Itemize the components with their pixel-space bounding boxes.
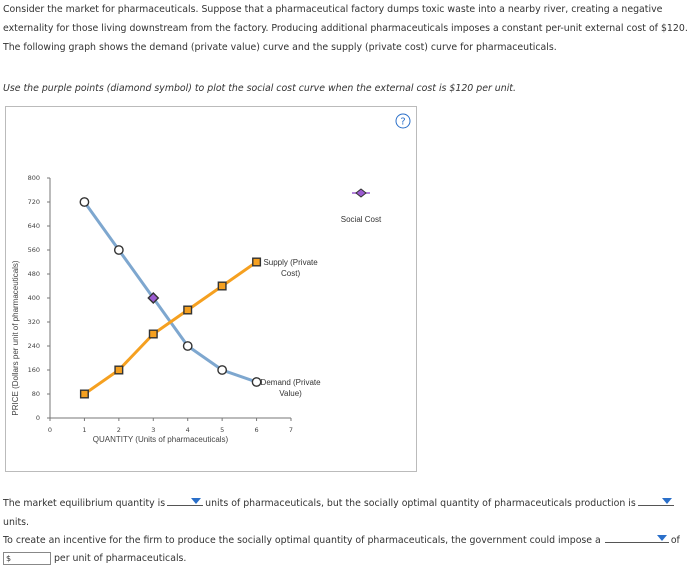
dropdown[interactable]: [604, 532, 669, 543]
series-label: Demand (Private Value): [260, 378, 321, 398]
point: [148, 329, 158, 339]
x-axis-label: QUANTITY (Units of pharmaceuticals): [93, 435, 229, 444]
y-tick-label: 0: [36, 414, 40, 422]
chart: ? 0 80 160 240 320 400 480 560 640 720 800 0 1 2 3 4 5 6 7…: [11, 113, 411, 444]
y-tick-label: 560: [28, 246, 40, 254]
chart-panel: ? 0 80 160 240 320 400 480 560 640 720 800 0 1 2 3 4 5 6 7…: [5, 106, 417, 472]
q1-text: The market equilibrium quantity is: [3, 498, 166, 509]
y-axis-label: PRICE (Dollars per unit of pharmaceutica…: [11, 260, 20, 416]
point: [251, 377, 262, 387]
x-tick-label: 0: [48, 426, 52, 434]
point: [147, 292, 160, 304]
point: [79, 197, 90, 207]
point: [252, 257, 262, 267]
intro: Consider the market for pharmaceuticals.…: [3, 4, 688, 53]
question-2: To create an incentive for the firm to p…: [3, 531, 680, 550]
question-2-cont: $ per unit of pharmaceuticals.: [3, 549, 186, 568]
series-line: [83, 260, 258, 396]
instruction: Use the purple points (diamond symbol) t…: [3, 83, 516, 94]
y-tick-label: 720: [28, 198, 40, 206]
y-tick-label: 160: [28, 366, 40, 374]
q2-text: per unit of pharmaceuticals.: [53, 553, 187, 564]
question-1: The market equilibrium quantity is units …: [3, 494, 694, 532]
help-icon[interactable]: [395, 113, 411, 129]
help-text[interactable]: ?: [400, 117, 405, 128]
legend-marker: [355, 188, 367, 198]
q2-text: To create an incentive for the firm to p…: [3, 535, 601, 546]
q1-text: units.: [3, 517, 30, 528]
x-tick-label: 7: [289, 426, 293, 434]
x-tick-label: 1: [82, 426, 86, 434]
series-label: Supply (Private Cost): [263, 258, 318, 278]
x-tick-label: 4: [186, 426, 190, 434]
series-label: Social Cost: [340, 215, 382, 224]
dropdown[interactable]: [637, 495, 674, 506]
point: [114, 365, 124, 375]
amount-input[interactable]: $: [3, 552, 51, 565]
y-tick-label: 400: [28, 294, 40, 302]
point: [217, 365, 228, 375]
currency: $: [6, 554, 12, 563]
point: [217, 281, 227, 291]
y-tick-label: 640: [28, 222, 40, 230]
y-tick-label: 80: [32, 390, 40, 398]
y-tick-label: 240: [28, 342, 40, 350]
y-tick-label: 800: [28, 174, 40, 182]
x-tick-label: 3: [151, 426, 155, 434]
dropdown[interactable]: [167, 495, 204, 506]
x-tick-label: 2: [117, 426, 121, 434]
q2-text: of: [670, 535, 680, 546]
series-line: [83, 201, 258, 384]
point: [113, 245, 124, 255]
point: [183, 305, 193, 315]
x-tick-label: 5: [220, 426, 224, 434]
point: [182, 341, 193, 351]
y-tick-label: 320: [28, 318, 40, 326]
y-tick-label: 480: [28, 270, 40, 278]
point: [79, 389, 89, 399]
x-tick-label: 6: [255, 426, 259, 434]
q1-text: units of pharmaceuticals, but the social…: [205, 498, 636, 509]
